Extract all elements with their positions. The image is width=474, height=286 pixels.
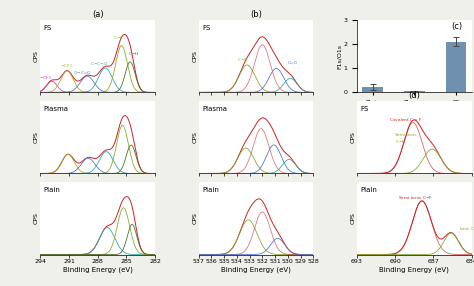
Text: $-$CF$_3$: $-$CF$_3$ xyxy=(38,75,52,82)
Y-axis label: F1s/O1s: F1s/O1s xyxy=(337,44,342,69)
Title: (a): (a) xyxy=(92,10,103,19)
Y-axis label: CPS: CPS xyxy=(192,131,197,143)
Y-axis label: CPS: CPS xyxy=(351,131,356,143)
Bar xyxy=(446,42,466,92)
Text: $-$CF$_2$: $-$CF$_2$ xyxy=(60,62,73,70)
Text: Plain: Plain xyxy=(202,187,219,193)
Title: (b): (b) xyxy=(250,10,262,19)
Text: FS: FS xyxy=(360,106,369,112)
Text: FS: FS xyxy=(202,25,210,31)
Bar xyxy=(362,87,383,92)
Y-axis label: CPS: CPS xyxy=(34,212,39,224)
Text: Ionic C$-$F: Ionic C$-$F xyxy=(459,225,474,232)
Text: FS: FS xyxy=(44,25,52,31)
Text: C$-$H: C$-$H xyxy=(128,50,140,57)
Text: Plasma: Plasma xyxy=(202,106,227,112)
Text: Plain: Plain xyxy=(360,187,377,193)
Text: (c): (c) xyxy=(451,22,462,31)
Y-axis label: CPS: CPS xyxy=(192,50,197,62)
Text: Plasma: Plasma xyxy=(44,106,69,112)
Text: Semi-ionic C$-$F: Semi-ionic C$-$F xyxy=(398,194,433,201)
Text: C$-$C$-$O: C$-$C$-$O xyxy=(90,60,109,67)
Text: C$-$O: C$-$O xyxy=(237,56,249,63)
Text: Semi-ionic
C$-$F: Semi-ionic C$-$F xyxy=(395,134,418,146)
Text: C$-$C: C$-$C xyxy=(113,34,125,41)
Text: O$-$C=O: O$-$C=O xyxy=(73,69,92,76)
Text: Covalent C$=$F: Covalent C$=$F xyxy=(389,116,422,124)
Text: C=O: C=O xyxy=(288,61,298,65)
X-axis label: Binding Energy (eV): Binding Energy (eV) xyxy=(63,267,133,273)
Y-axis label: CPS: CPS xyxy=(34,50,39,62)
Title: (d): (d) xyxy=(408,91,420,100)
Y-axis label: CPS: CPS xyxy=(34,131,39,143)
Y-axis label: CPS: CPS xyxy=(192,212,197,224)
Text: Plain: Plain xyxy=(44,187,61,193)
Y-axis label: CPS: CPS xyxy=(351,212,356,224)
X-axis label: Binding Energy (eV): Binding Energy (eV) xyxy=(221,267,291,273)
X-axis label: Binding Energy (eV): Binding Energy (eV) xyxy=(379,267,449,273)
